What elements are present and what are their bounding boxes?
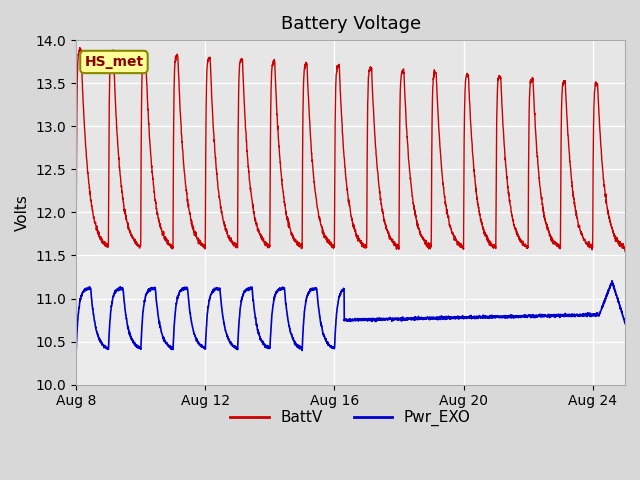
Pwr_EXO	[621, 321, 629, 326]
BattV	[621, 249, 629, 254]
BattV	[135, 243, 143, 249]
Pwr_EXO	[72, 348, 80, 354]
BattV	[552, 240, 559, 246]
BattV	[307, 135, 314, 141]
Pwr_EXO	[611, 285, 618, 291]
Pwr_EXO	[168, 345, 175, 350]
Pwr_EXO	[283, 307, 291, 313]
BattV	[72, 248, 80, 253]
Pwr_EXO	[307, 286, 314, 292]
Title: Battery Voltage: Battery Voltage	[280, 15, 420, 33]
Y-axis label: Volts: Volts	[15, 194, 30, 231]
BattV	[168, 242, 175, 248]
Line: Pwr_EXO: Pwr_EXO	[76, 281, 625, 351]
Line: BattV: BattV	[76, 48, 625, 252]
Text: HS_met: HS_met	[84, 55, 143, 69]
Pwr_EXO	[135, 345, 143, 351]
Legend: BattV, Pwr_EXO: BattV, Pwr_EXO	[224, 404, 477, 432]
BattV	[611, 233, 618, 239]
Pwr_EXO	[551, 313, 559, 319]
Bar	[76, 36, 625, 255]
Pwr_EXO	[608, 278, 616, 284]
BattV	[76, 45, 84, 50]
BattV	[283, 216, 291, 222]
